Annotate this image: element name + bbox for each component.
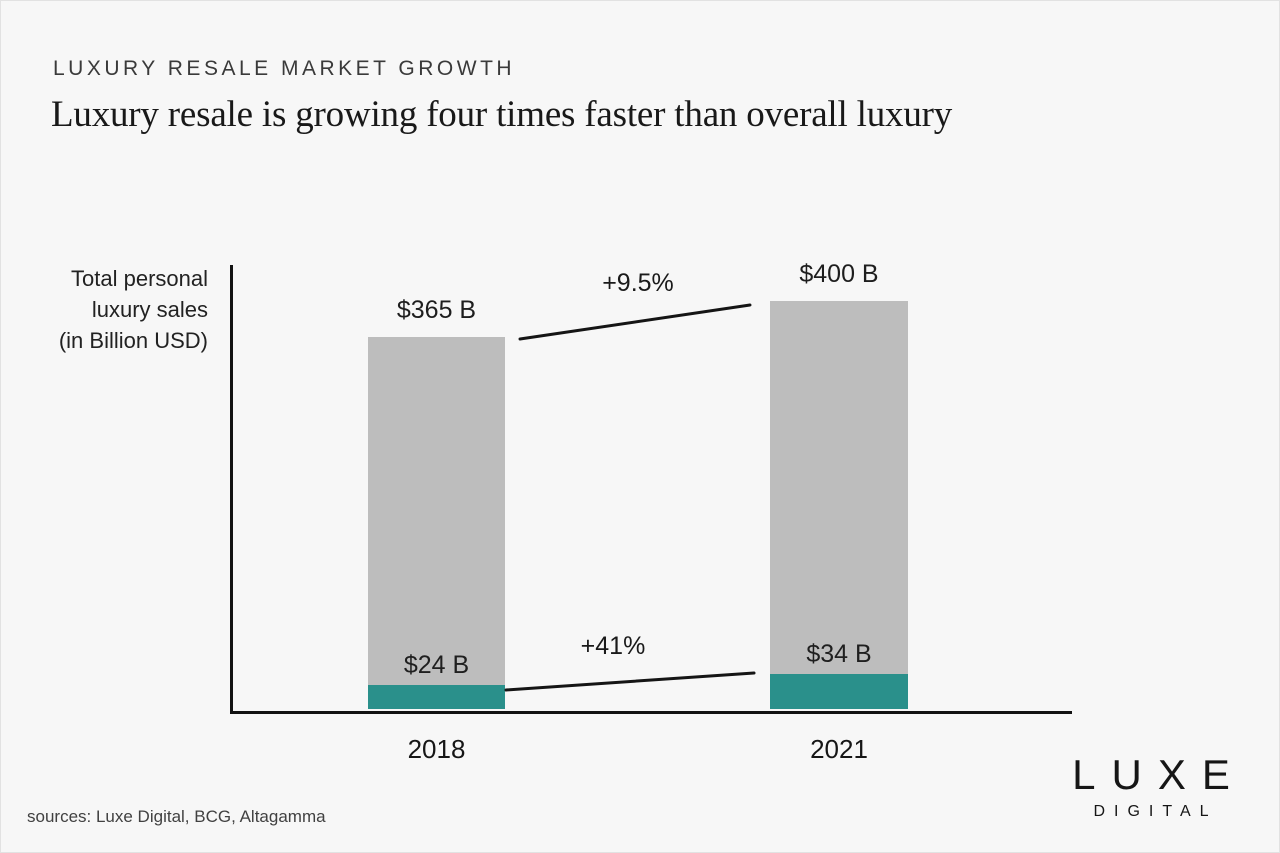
growth-line-total <box>518 303 752 341</box>
x-axis-line <box>230 711 1072 714</box>
x-tick-2021: 2021 <box>810 734 868 764</box>
growth-label-resale: +41% <box>580 632 646 660</box>
luxe-digital-logo: LUXE DIGITAL <box>1051 751 1251 821</box>
bar-2018-total-segment <box>368 337 505 709</box>
x-tick-2018: 2018 <box>407 734 466 764</box>
y-axis-label-line2: luxury sales <box>91 297 208 322</box>
bar-2021-total-value: $400 B <box>799 260 879 288</box>
bar-2021-total-segment <box>770 301 908 709</box>
y-axis-line <box>230 265 233 714</box>
growth-label-total: +9.5% <box>602 269 674 297</box>
page-title: Luxury resale is growing four times fast… <box>51 94 953 135</box>
y-axis-label-line3: (in Billion USD) <box>58 328 208 353</box>
y-axis-label: Total personal luxury sales (in Billion … <box>28 263 208 356</box>
bar-2018-total-value: $365 B <box>396 296 477 324</box>
chart-eyebrow-title: LUXURY RESALE MARKET GROWTH <box>53 57 516 80</box>
bar-2018-resale-value: $24 B <box>403 651 470 679</box>
sources-note: sources: Luxe Digital, BCG, Altagamma <box>27 807 326 826</box>
y-axis-label-line1: Total personal <box>71 266 208 291</box>
logo-subtitle: DIGITAL <box>1093 803 1218 820</box>
bar-2018-resale-segment <box>368 685 505 709</box>
bar-2021-resale-segment <box>770 674 908 709</box>
growth-line-resale <box>504 671 756 692</box>
bar-2021-resale-value: $34 B <box>806 640 872 668</box>
logo-wordmark: LUXE <box>1072 751 1246 798</box>
